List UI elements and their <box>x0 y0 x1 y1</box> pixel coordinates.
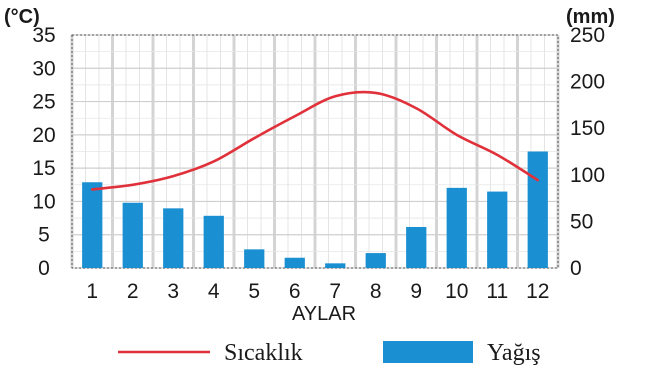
precipitation-bar <box>203 215 224 268</box>
x-tick-label: 6 <box>289 280 301 303</box>
x-axis-label: AYLAR <box>292 303 356 325</box>
x-tick-label: 9 <box>410 280 422 303</box>
precipitation-bar <box>406 226 427 268</box>
precipitation-bar <box>446 187 467 268</box>
precipitation-bar <box>122 202 143 268</box>
left-tick-label: 0 <box>38 257 50 280</box>
x-tick-label: 7 <box>329 280 341 303</box>
precipitation-bar <box>527 151 548 268</box>
precipitation-bar <box>487 191 508 268</box>
left-tick-label: 15 <box>32 157 55 180</box>
legend-temperature-label: Sıcaklık <box>224 340 303 366</box>
plot-area <box>71 34 559 269</box>
left-tick-label: 35 <box>32 24 55 47</box>
legend-precipitation-label: Yağış <box>487 340 541 366</box>
x-tick-label: 3 <box>167 280 179 303</box>
temperature-line <box>90 90 540 191</box>
left-tick-label: 25 <box>32 91 55 114</box>
x-tick-label: 8 <box>370 280 382 303</box>
precipitation-bar <box>82 182 103 268</box>
right-tick-label: 100 <box>570 164 605 187</box>
legend-precipitation-swatch <box>383 341 473 363</box>
legend: Sıcaklık Yağış <box>118 340 541 366</box>
right-axis-ticks: 0 50 100 150 200 250 <box>570 24 605 280</box>
x-tick-label: 2 <box>127 280 139 303</box>
left-axis-unit: (°C) <box>4 6 40 28</box>
precipitation-bar <box>244 249 265 268</box>
right-tick-label: 50 <box>570 210 593 233</box>
right-tick-label: 250 <box>570 24 605 47</box>
precipitation-bar <box>284 257 305 268</box>
right-tick-label: 0 <box>570 257 582 280</box>
x-axis-ticks: 1 2 3 4 5 6 7 8 9 10 11 12 <box>86 280 549 303</box>
x-tick-label: 4 <box>208 280 220 303</box>
x-tick-label: 10 <box>445 280 468 303</box>
right-tick-label: 150 <box>570 117 605 140</box>
left-tick-label: 5 <box>38 224 50 247</box>
left-tick-label: 10 <box>32 190 55 213</box>
precipitation-bars <box>82 151 548 268</box>
x-tick-label: 1 <box>86 280 98 303</box>
left-tick-label: 30 <box>32 57 55 80</box>
precipitation-bar <box>365 253 386 268</box>
right-tick-label: 200 <box>570 71 605 94</box>
x-tick-label: 12 <box>526 280 549 303</box>
left-tick-label: 20 <box>32 124 55 147</box>
left-axis-ticks: 0 5 10 15 20 25 30 35 <box>32 24 55 280</box>
x-tick-label: 5 <box>248 280 260 303</box>
precipitation-bar <box>163 208 184 268</box>
precipitation-bar <box>325 263 346 268</box>
x-tick-label: 11 <box>486 280 508 303</box>
right-axis-unit: (mm) <box>566 6 615 28</box>
